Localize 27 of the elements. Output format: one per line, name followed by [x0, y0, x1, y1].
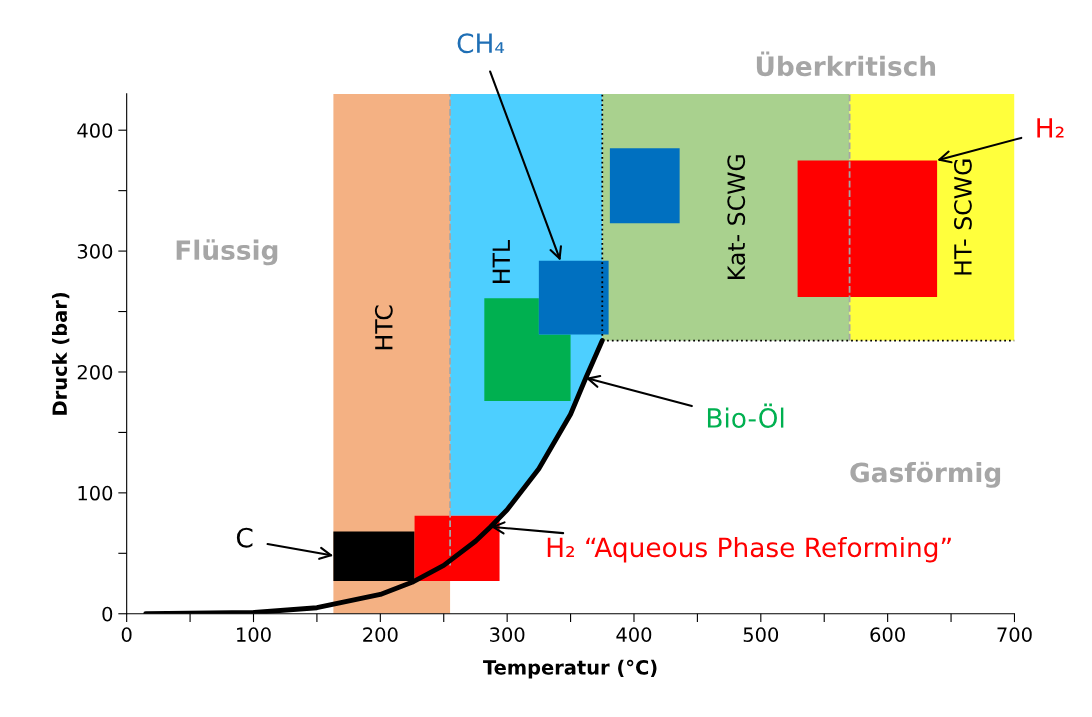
text: Überkritisch — [756, 51, 936, 77]
x-tick-label: 400 — [616, 627, 652, 642]
x-tick-label: 700 — [997, 627, 1032, 642]
y-axis-title: Druck (bar) — [51, 292, 70, 415]
x-tick-label: 200 — [363, 627, 398, 642]
y-tick-label: 400 — [77, 123, 113, 138]
annotation: Gasförmig — [850, 461, 1001, 488]
x-tick-label: 300 — [490, 627, 525, 642]
series-label: Kat- SCWG — [727, 155, 746, 279]
annotation: Bio-Öl — [707, 403, 784, 428]
annotation: H₂ “Aqueous Phase Reforming” — [547, 536, 951, 563]
series-label: HTL — [492, 240, 510, 283]
annotation: CH₄ — [457, 33, 505, 54]
series-label: HT- SCWG — [954, 159, 972, 275]
y-tick-label: 200 — [77, 364, 113, 380]
series-label: HTC — [374, 305, 393, 350]
annotation: Flüssig — [176, 239, 278, 266]
y-tick-label: 0 — [102, 606, 113, 622]
x-tick-label: 0 — [121, 627, 132, 642]
annotation: C — [236, 527, 253, 548]
x-tick-label: 100 — [237, 627, 271, 642]
x-tick-label: 500 — [743, 627, 779, 642]
annotation: H₂ — [1037, 118, 1064, 138]
x-tick-label: 600 — [870, 627, 905, 642]
y-tick-label: 100 — [78, 485, 113, 501]
y-tick-label: 300 — [77, 244, 113, 259]
x-axis-title: Temperatur (°C) — [483, 659, 657, 679]
